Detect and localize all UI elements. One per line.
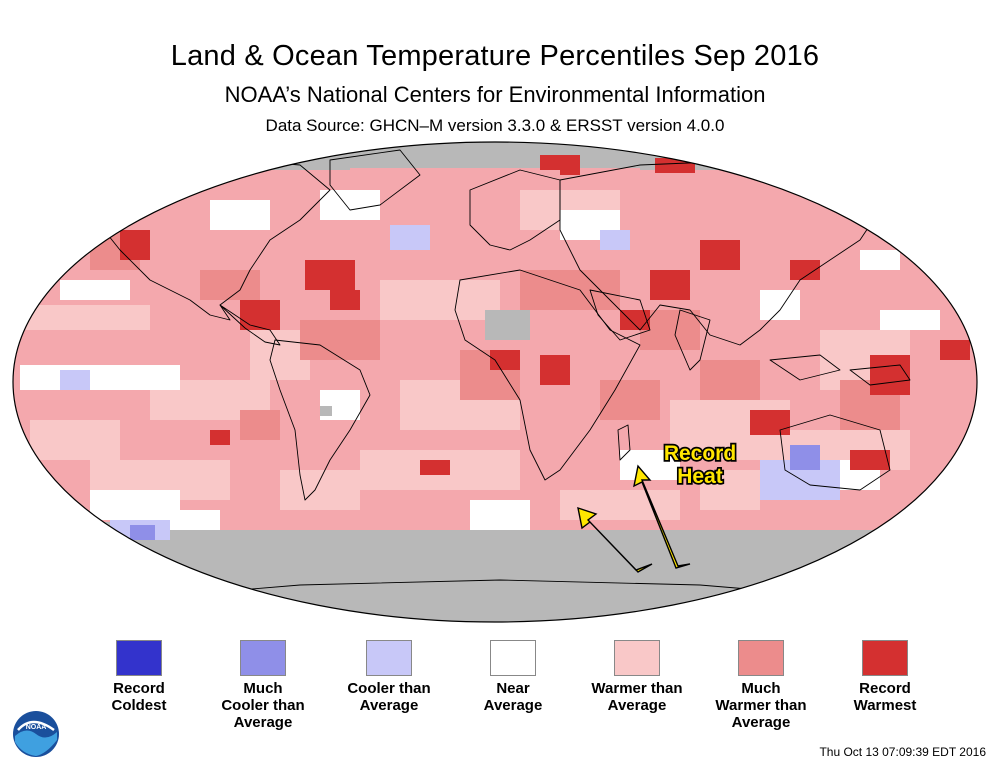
legend-label-line: Warmer than (715, 697, 807, 714)
page-title: Land & Ocean Temperature Percentiles Sep… (170, 40, 820, 72)
legend-label: Record Coldest (74, 680, 204, 714)
legend-label-line: Average (731, 714, 791, 731)
legend-label-line: Much (741, 680, 781, 697)
legend-label-line: Coldest (111, 697, 167, 714)
legend-label-line: Cooler than (347, 680, 431, 697)
legend-item-1: Much Cooler than Average (198, 640, 328, 731)
legend: Record Coldest Much Cooler than Average Coole… (0, 640, 990, 740)
legend-label: Record Warmest (820, 680, 950, 714)
legend-label-line: Near (496, 680, 530, 697)
world-map: Record Heat (0, 130, 990, 630)
noaa-logo-icon: NOAA (13, 711, 59, 757)
legend-label: Much Cooler than Average (198, 680, 328, 731)
legend-label-line: Warmer than (591, 680, 683, 697)
legend-swatch (738, 640, 784, 676)
arrow-to-arabia (633, 464, 691, 569)
legend-item-0: Record Coldest (74, 640, 204, 714)
map-field (13, 142, 977, 622)
legend-swatch (862, 640, 908, 676)
record-heat-label: Record Heat (662, 440, 738, 489)
legend-item-3: Near Average (448, 640, 578, 714)
legend-swatch (366, 640, 412, 676)
timestamp: Thu Oct 13 07:09:39 EDT 2016 (819, 745, 986, 759)
legend-label-line: Warmest (853, 697, 917, 714)
legend-item-2: Cooler than Average (324, 640, 454, 714)
record-heat-line2: Heat (677, 465, 723, 488)
legend-label-line: Average (607, 697, 667, 714)
legend-label-line: Average (359, 697, 419, 714)
legend-label-line: Cooler than (221, 697, 305, 714)
legend-item-4: Warmer than Average (572, 640, 702, 714)
legend-label: Much Warmer than Average (696, 680, 826, 731)
legend-label-line: Much (243, 680, 283, 697)
legend-item-6: Record Warmest (820, 640, 950, 714)
page-subtitle: NOAA’s National Centers for Environmenta… (224, 82, 766, 107)
percentile-map-svg: Record Heat (12, 141, 978, 623)
globe-outline (12, 141, 978, 623)
data-source: Data Source: GHCN–M version 3.3.0 & ERSS… (265, 116, 725, 135)
legend-item-5: Much Warmer than Average (696, 640, 826, 731)
legend-label-line: Average (483, 697, 543, 714)
legend-label: Cooler than Average (324, 680, 454, 714)
legend-swatch (116, 640, 162, 676)
legend-swatch (614, 640, 660, 676)
arrow-to-east-africa (577, 506, 653, 573)
legend-label: Near Average (448, 680, 578, 714)
legend-label-line: Record (113, 680, 165, 697)
legend-label-line: Record (859, 680, 911, 697)
record-heat-arrows (577, 464, 691, 573)
legend-swatch (240, 640, 286, 676)
legend-label: Warmer than Average (572, 680, 702, 714)
legend-label-line: Average (233, 714, 293, 731)
noaa-logo-text: NOAA (26, 724, 47, 731)
record-heat-line1: Record (664, 442, 736, 465)
legend-swatch (490, 640, 536, 676)
